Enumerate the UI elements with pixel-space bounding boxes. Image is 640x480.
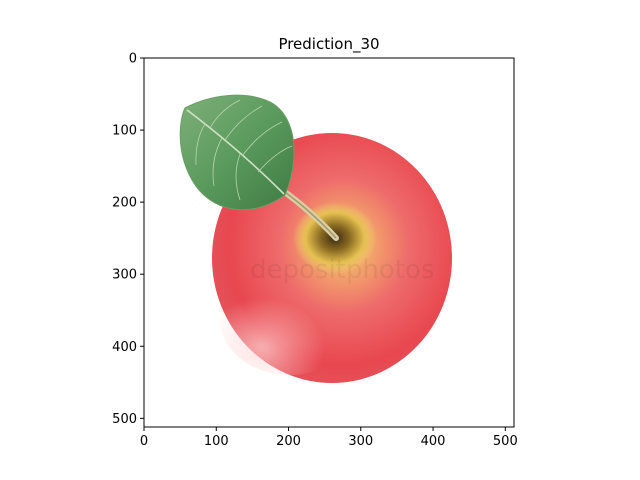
apple-with-leaf-image: depositphotos: [144, 58, 514, 427]
x-tick-label: 0: [140, 434, 148, 449]
y-tick-label: 200: [112, 196, 137, 211]
x-tick-label: 300: [348, 434, 373, 449]
leaf: [179, 94, 295, 211]
apple-highlight: [220, 265, 360, 375]
leaf-veins: [195, 99, 293, 201]
x-axis: 0 100 200 300 400 500: [140, 427, 518, 449]
leaf-midrib: [186, 109, 285, 195]
axes-frame: [143, 57, 515, 428]
y-tick-label: 500: [112, 412, 137, 427]
y-tick-label: 300: [112, 268, 137, 283]
apple-stem-shade: [281, 189, 337, 239]
y-tick-label: 100: [112, 124, 137, 139]
y-tick-label: 0: [129, 52, 137, 67]
x-tick-label: 100: [204, 434, 229, 449]
y-tick-label: 400: [112, 340, 137, 355]
x-tick-label: 400: [421, 434, 446, 449]
x-tick-label: 200: [276, 434, 301, 449]
y-axis: 0 100 200 300 400 500: [112, 52, 144, 427]
figure-title: Prediction_30: [278, 35, 379, 54]
x-tick-label: 500: [493, 434, 518, 449]
watermark: depositphotos: [250, 255, 434, 285]
